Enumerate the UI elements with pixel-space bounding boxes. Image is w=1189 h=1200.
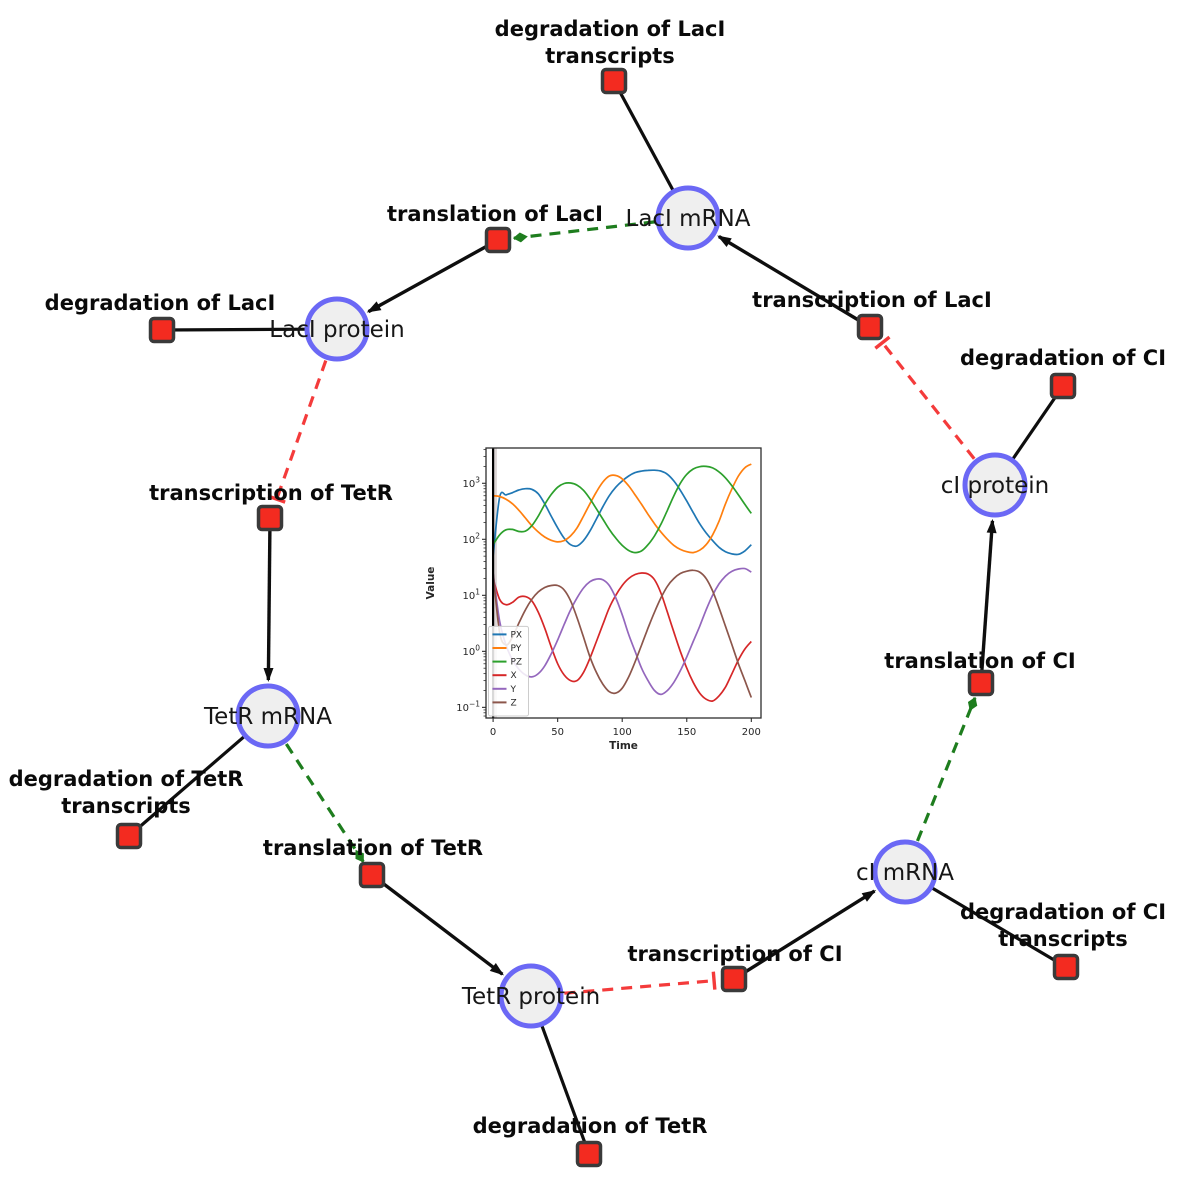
- reaction-label-deg_tetr_tr-line2: transcripts: [61, 794, 191, 818]
- legend-entry-PY: PY: [511, 644, 522, 654]
- x-axis-label: Time: [609, 740, 638, 752]
- y-tick-label-1e1: 101: [462, 587, 480, 602]
- reaction-label-tc_ci: transcription of CI: [627, 942, 842, 966]
- legend-entry-X: X: [511, 671, 517, 681]
- series-X-line: [492, 572, 752, 702]
- reaction-label-deg_laci_tr-line2: transcripts: [545, 44, 675, 68]
- species-label-laci_mrna: LacI mRNA: [626, 206, 751, 232]
- reaction-node-deg_tetr: [575, 1140, 603, 1168]
- species-node-laci_mrna: [655, 185, 721, 251]
- reaction-label-tl_ci: translation of CI: [884, 649, 1075, 673]
- reaction-label-deg_tetr_tr: degradation of TetR: [9, 767, 244, 791]
- reaction-label-tc_tetr: transcription of TetR: [149, 481, 393, 505]
- series-PX-line: [492, 469, 752, 557]
- reaction-node-deg_laci: [148, 316, 176, 344]
- reaction-label-tl_tetr: translation of TetR: [263, 836, 483, 860]
- edge-production-tl_ci-ci_protein: [979, 518, 997, 684]
- edge-production-tl_tetr-tetr_protein: [370, 873, 504, 976]
- reaction-node-tl_tetr: [358, 861, 386, 889]
- edge-modifier-laci_mrna-tl_laci: [512, 220, 655, 243]
- species-node-ci_protein: [962, 452, 1028, 518]
- edge-production-tc_tetr-tetr_mrna: [263, 517, 274, 683]
- reaction-label-deg_ci: degradation of CI: [960, 346, 1166, 370]
- edge-consumption-ci_mrna-deg_ci_tr: [930, 886, 1067, 969]
- species-label-laci_protein: LacI protein: [269, 317, 404, 343]
- y-axis-label: Value: [425, 567, 437, 600]
- legend-entry-PZ: PZ: [511, 658, 523, 668]
- reaction-label-deg_laci: degradation of LacI: [45, 291, 276, 315]
- legend-entry-PX: PX: [511, 630, 523, 640]
- reaction-label-tc_laci: transcription of LacI: [752, 288, 992, 312]
- edge-production-tc_laci-laci_mrna: [717, 235, 871, 329]
- series-PZ-line: [492, 465, 752, 554]
- x-tick-label-0: 0: [490, 727, 496, 738]
- x-tick-label-150: 150: [677, 727, 696, 738]
- edge-inhibition-laci_protein-tc_tetr: [267, 360, 328, 504]
- edge-consumption-laci_protein-deg_laci: [161, 327, 307, 332]
- edge-consumption-tetr_mrna-deg_tetr_tr: [127, 734, 246, 838]
- reaction-label-tl_laci: translation of LacI: [387, 202, 603, 226]
- reaction-node-tc_tetr: [256, 504, 284, 532]
- y-tick-label-1e2: 102: [462, 531, 480, 546]
- y-tick-label-1e0: 100: [462, 643, 480, 658]
- plot-frame: [485, 447, 762, 719]
- reaction-node-deg_ci: [1049, 372, 1077, 400]
- species-node-tetr_mrna: [235, 683, 301, 749]
- reaction-node-tl_ci: [967, 669, 995, 697]
- nodes-layer: [115, 67, 1080, 1168]
- legend: PX PY PZ XYZ: [488, 625, 529, 717]
- series-Z-line: [492, 569, 753, 698]
- edge-inhibition-tetr_protein-tc_ci: [564, 971, 717, 995]
- edge-production-tl_laci-laci_protein: [366, 238, 499, 314]
- inset-chart: 0 50 100 150 20010−1100101102103TimeValuePXP…: [425, 447, 762, 752]
- edge-modifier-tetr_mrna-tl_tetr: [284, 743, 365, 863]
- series-Y-line: [492, 567, 752, 696]
- edge-inhibition-ci_protein-tc_laci: [874, 335, 976, 460]
- series-PY-line: [492, 463, 752, 554]
- edge-modifier-ci_mrna-tl_ci: [916, 696, 978, 842]
- species-node-laci_protein: [304, 296, 370, 362]
- species-label-tetr_mrna: TetR mRNA: [203, 704, 332, 730]
- reaction-node-tc_ci: [720, 965, 748, 993]
- reaction-label-deg_ci_tr: degradation of CI: [960, 900, 1166, 924]
- reaction-label-deg_ci_tr-line2: transcripts: [998, 927, 1128, 951]
- edge-production-tc_ci-ci_mrna: [733, 889, 877, 981]
- y-tick-label-1e3: 103: [462, 475, 480, 490]
- reaction-node-tc_laci: [856, 313, 884, 341]
- species-node-ci_mrna: [872, 839, 938, 905]
- species-node-tetr_protein: [498, 963, 564, 1029]
- y-tick-label-1e-1: 10−1: [456, 699, 480, 714]
- legend-entry-Z: Z: [511, 698, 517, 708]
- x-tick-label-100: 100: [613, 727, 632, 738]
- x-tick-label-50: 50: [551, 727, 564, 738]
- reaction-label-deg_tetr: degradation of TetR: [473, 1114, 708, 1138]
- reaction-node-deg_tetr_tr: [115, 822, 143, 850]
- chart-series: [492, 463, 753, 702]
- edge-consumption-laci_mrna-deg_laci_tr: [612, 80, 675, 192]
- reaction-node-tl_laci: [484, 226, 512, 254]
- labels-layer: degradation of LacI transcripts translatio…: [9, 17, 1166, 1138]
- x-tick-label-200: 200: [742, 727, 761, 738]
- edge-consumption-tetr_protein-deg_tetr: [540, 1024, 591, 1155]
- reaction-node-deg_laci_tr: [600, 67, 628, 95]
- legend-entry-Y: Y: [510, 685, 517, 695]
- species-label-ci_mrna: cI mRNA: [856, 860, 954, 886]
- species-label-tetr_protein: TetR protein: [461, 984, 600, 1010]
- edges-layer: [127, 80, 1067, 1155]
- species-label-ci_protein: cI protein: [941, 473, 1050, 499]
- reaction-label-deg_laci_tr: degradation of LacI: [495, 17, 726, 41]
- reaction-node-deg_ci_tr: [1052, 953, 1080, 981]
